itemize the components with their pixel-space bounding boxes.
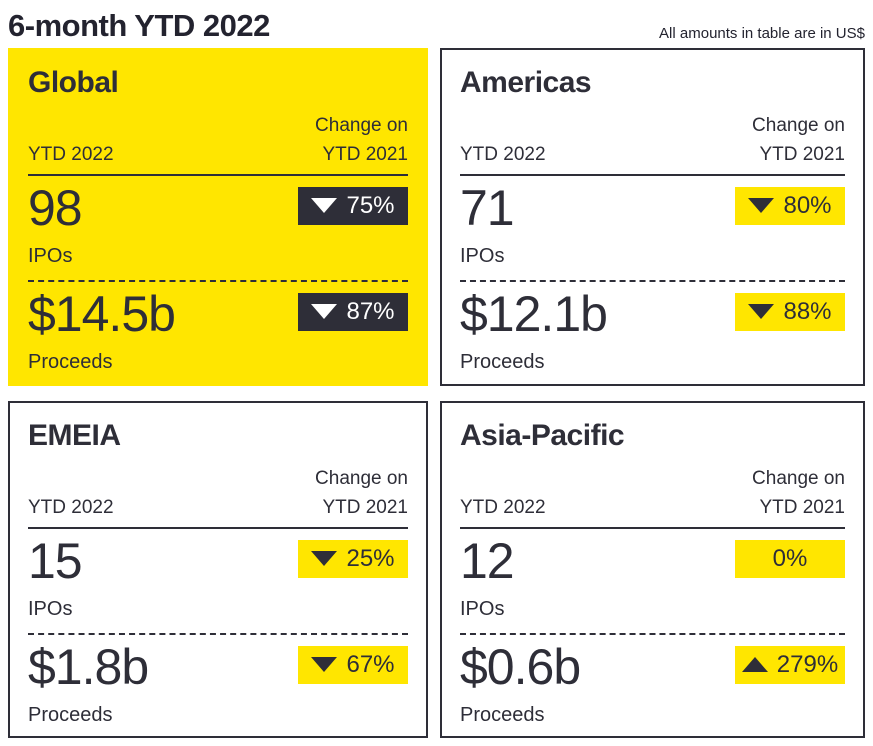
ipos-change-value: 75% (346, 191, 395, 219)
col-header-change-line2: YTD 2021 (322, 143, 408, 165)
proceeds-change-badge: 67% (298, 645, 408, 684)
down-arrow-icon (311, 198, 338, 213)
proceeds-change-badge: 87% (298, 292, 408, 331)
proceeds-change-value: 88% (783, 297, 832, 325)
dashed-divider (28, 279, 408, 282)
ipos-change-value: 0% (772, 544, 808, 572)
proceeds-stat-row: $14.5b 87% (28, 285, 408, 343)
dashed-divider (460, 632, 845, 635)
ipos-label: IPOs (460, 597, 505, 620)
region-title: Global (28, 66, 119, 99)
proceeds-label: Proceeds (460, 350, 545, 373)
region-card-asia-pacific: Asia-Pacific YTD 2022 Change on YTD 2021… (440, 401, 865, 738)
proceeds-change-badge: 279% (735, 645, 845, 684)
ipos-change-value: 80% (783, 191, 832, 219)
col-header-change-on-ytd-2021: Change on YTD 2021 (752, 464, 845, 522)
header-rule (28, 526, 408, 529)
ipos-stat-row: 12 0% (460, 532, 845, 590)
col-header-change-line2: YTD 2021 (759, 143, 845, 165)
down-arrow-icon (748, 198, 775, 213)
header-rule (28, 173, 408, 176)
col-header-change-line2: YTD 2021 (759, 496, 845, 518)
proceeds-change-badge: 88% (735, 292, 845, 331)
proceeds-label: Proceeds (28, 703, 113, 726)
ipos-value: 15 (28, 532, 83, 589)
column-headers: YTD 2022 Change on YTD 2021 (28, 464, 408, 522)
up-arrow-icon (741, 657, 768, 672)
region-title: EMEIA (28, 419, 121, 452)
col-header-change-line1: Change on (752, 114, 845, 136)
ipos-change-value: 25% (346, 544, 395, 572)
ipos-label: IPOs (28, 244, 73, 267)
ipos-stat-row: 71 80% (460, 179, 845, 237)
page-title: 6-month YTD 2022 (8, 7, 270, 43)
ipos-change-badge: 25% (298, 539, 408, 578)
col-header-change-line1: Change on (752, 467, 845, 489)
col-header-ytd-2022: YTD 2022 (460, 143, 546, 165)
down-arrow-icon (311, 657, 338, 672)
proceeds-change-value: 279% (776, 650, 839, 678)
region-cards-grid: Global YTD 2022 Change on YTD 2021 98 75… (8, 48, 865, 738)
proceeds-label: Proceeds (28, 350, 113, 373)
header-rule (460, 173, 845, 176)
col-header-change-line1: Change on (315, 467, 408, 489)
proceeds-stat-row: $1.8b 67% (28, 638, 408, 696)
proceeds-stat-row: $0.6b 279% (460, 638, 845, 696)
ipos-value: 98 (28, 179, 83, 236)
col-header-change-line1: Change on (315, 114, 408, 136)
ipos-stat-row: 98 75% (28, 179, 408, 237)
proceeds-change-value: 67% (346, 650, 395, 678)
column-headers: YTD 2022 Change on YTD 2021 (460, 464, 845, 522)
column-headers: YTD 2022 Change on YTD 2021 (460, 111, 845, 169)
proceeds-stat-row: $12.1b 88% (460, 285, 845, 343)
ipos-label: IPOs (28, 597, 73, 620)
col-header-change-on-ytd-2021: Change on YTD 2021 (315, 111, 408, 169)
ipos-change-badge: 80% (735, 186, 845, 225)
down-arrow-icon (311, 551, 338, 566)
proceeds-value: $12.1b (460, 285, 608, 342)
col-header-ytd-2022: YTD 2022 (28, 143, 114, 165)
region-title: Americas (460, 66, 592, 99)
proceeds-value: $0.6b (460, 638, 581, 695)
region-title: Asia-Pacific (460, 419, 625, 452)
col-header-change-on-ytd-2021: Change on YTD 2021 (315, 464, 408, 522)
down-arrow-icon (748, 304, 775, 319)
proceeds-change-value: 87% (346, 297, 395, 325)
region-card-emeia: EMEIA YTD 2022 Change on YTD 2021 15 25%… (8, 401, 428, 738)
col-header-change-line2: YTD 2021 (322, 496, 408, 518)
proceeds-value: $14.5b (28, 285, 176, 342)
proceeds-value: $1.8b (28, 638, 149, 695)
ipos-label: IPOs (460, 244, 505, 267)
region-card-global: Global YTD 2022 Change on YTD 2021 98 75… (8, 48, 428, 386)
col-header-ytd-2022: YTD 2022 (460, 496, 546, 518)
dashed-divider (460, 279, 845, 282)
dashed-divider (28, 632, 408, 635)
proceeds-label: Proceeds (460, 703, 545, 726)
ipos-value: 71 (460, 179, 515, 236)
ipos-change-badge: 0% (735, 539, 845, 578)
col-header-change-on-ytd-2021: Change on YTD 2021 (752, 111, 845, 169)
down-arrow-icon (311, 304, 338, 319)
region-card-americas: Americas YTD 2022 Change on YTD 2021 71 … (440, 48, 865, 386)
currency-note: All amounts in table are in US$ (659, 25, 865, 42)
ipos-change-badge: 75% (298, 186, 408, 225)
top-bar: 6-month YTD 2022 All amounts in table ar… (8, 5, 865, 43)
header-rule (460, 526, 845, 529)
column-headers: YTD 2022 Change on YTD 2021 (28, 111, 408, 169)
ipos-value: 12 (460, 532, 515, 589)
ipos-stat-row: 15 25% (28, 532, 408, 590)
col-header-ytd-2022: YTD 2022 (28, 496, 114, 518)
